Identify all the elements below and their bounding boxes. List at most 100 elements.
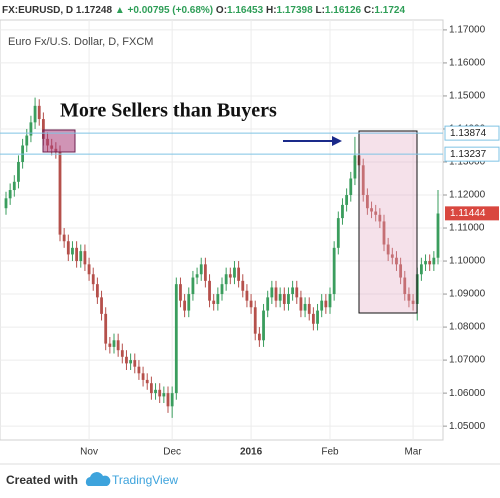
candle-body bbox=[316, 310, 319, 324]
candle-body bbox=[125, 356, 128, 364]
candle-body bbox=[108, 343, 112, 347]
change: ▲ +0.00795 (+0.68%) bbox=[115, 5, 213, 16]
candle-body bbox=[262, 310, 265, 341]
candle-body bbox=[137, 366, 141, 374]
candle-body bbox=[174, 284, 178, 394]
candle-body bbox=[41, 119, 45, 139]
candle-body bbox=[191, 277, 195, 295]
candle-body bbox=[257, 333, 261, 341]
candle-body bbox=[29, 122, 33, 136]
candle-body bbox=[58, 152, 62, 235]
grid bbox=[0, 20, 443, 440]
candle-body bbox=[71, 247, 74, 255]
header-bar bbox=[0, 0, 500, 19]
candle-body bbox=[208, 280, 211, 301]
candle-body bbox=[179, 284, 182, 301]
candle-body bbox=[166, 393, 170, 407]
candle-body bbox=[411, 300, 415, 304]
candle-body bbox=[287, 294, 290, 304]
candle-body bbox=[382, 221, 386, 245]
candle-body bbox=[79, 251, 83, 262]
candle-body bbox=[419, 264, 423, 275]
candle-body bbox=[133, 360, 137, 367]
symbol: FX:EURUSD, D bbox=[2, 5, 73, 16]
candle-body bbox=[278, 294, 282, 301]
y-tick-label: 1.11000 bbox=[449, 223, 485, 234]
candle-body bbox=[365, 195, 369, 209]
candle-body bbox=[361, 165, 365, 195]
candle-body bbox=[62, 234, 66, 242]
arrow-head bbox=[332, 136, 342, 146]
candle-body bbox=[183, 300, 187, 311]
candle-body bbox=[154, 389, 157, 394]
y-tick-label: 1.06000 bbox=[449, 388, 486, 399]
l-label: L: bbox=[315, 5, 324, 16]
h-label: H: bbox=[266, 5, 277, 16]
candle-body bbox=[100, 297, 103, 314]
price-label-box bbox=[444, 146, 500, 162]
candle-body bbox=[349, 178, 353, 195]
candle-body bbox=[353, 155, 357, 179]
c-label: C: bbox=[364, 5, 375, 16]
candle-body bbox=[112, 340, 116, 347]
candle-body bbox=[162, 393, 166, 397]
candle-body bbox=[33, 105, 37, 123]
candle-body bbox=[224, 274, 228, 285]
footer-brand[interactable]: TradingView bbox=[112, 473, 178, 487]
y-tick-label: 1.17000 bbox=[449, 25, 486, 36]
candle-body bbox=[237, 267, 241, 281]
candle-body bbox=[158, 389, 162, 397]
candle-body bbox=[17, 161, 20, 182]
candle-body bbox=[370, 208, 373, 212]
candle-body bbox=[332, 247, 336, 295]
h-value: 1.17398 bbox=[277, 5, 314, 16]
x-tick-label: Mar bbox=[404, 447, 422, 458]
plot-area bbox=[0, 19, 444, 441]
y-tick-label: 1.07000 bbox=[449, 355, 486, 366]
candle-body bbox=[403, 277, 407, 295]
y-tick-label: 1.09000 bbox=[449, 289, 486, 300]
x-tick-label: Feb bbox=[321, 447, 339, 458]
candle-body bbox=[120, 350, 124, 357]
candle-body bbox=[195, 274, 199, 278]
last-price-label: 1.11444 bbox=[450, 208, 486, 219]
candle-body bbox=[336, 218, 340, 248]
candle-body bbox=[83, 251, 87, 265]
candle-body bbox=[187, 294, 191, 311]
candle-body bbox=[249, 300, 253, 308]
candle-body bbox=[295, 287, 299, 298]
footer-created: Created with bbox=[6, 473, 78, 487]
candle-body bbox=[424, 261, 427, 265]
candle-body bbox=[75, 247, 79, 262]
o-label: O: bbox=[216, 5, 227, 16]
candle-body bbox=[141, 373, 145, 380]
candle-body bbox=[270, 287, 274, 298]
seller-zone bbox=[358, 130, 418, 314]
candle-body bbox=[104, 313, 108, 344]
candle-body bbox=[91, 274, 95, 285]
candle-body bbox=[303, 303, 307, 311]
y-tick-label: 1.13000 bbox=[449, 157, 486, 168]
annotation: More Sellers than Buyers bbox=[60, 100, 277, 122]
candle-body bbox=[282, 294, 286, 304]
candle-body bbox=[320, 300, 324, 311]
candle-body bbox=[328, 294, 332, 308]
candle-body bbox=[116, 340, 120, 351]
candle-body bbox=[274, 287, 278, 301]
price-label: 1.13874 bbox=[450, 128, 487, 139]
y-tick-label: 1.16000 bbox=[449, 58, 486, 69]
x-tick-label: Nov bbox=[80, 447, 98, 458]
y-tick-label: 1.05000 bbox=[449, 421, 486, 432]
candle-body bbox=[345, 195, 349, 205]
overlay bbox=[0, 132, 443, 155]
candle-body bbox=[66, 241, 70, 255]
o-value: 1.16453 bbox=[227, 5, 264, 16]
candle-body bbox=[307, 303, 311, 314]
candle-body bbox=[199, 264, 203, 275]
candle-body bbox=[395, 257, 398, 265]
y-tick-label: 1.08000 bbox=[449, 322, 486, 333]
candle-body bbox=[324, 300, 328, 308]
candle-body bbox=[4, 198, 8, 209]
c-value: 1.1724 bbox=[374, 5, 405, 16]
